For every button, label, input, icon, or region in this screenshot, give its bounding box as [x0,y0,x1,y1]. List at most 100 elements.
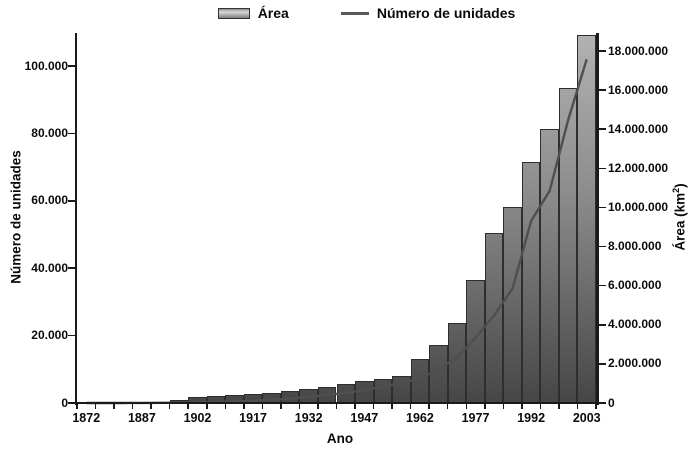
y-right-tick-mark [598,206,606,209]
bar [392,375,411,403]
y-right-tick-label: 16.000.000 [608,82,669,97]
bar [373,378,393,403]
x-tick-mark [298,404,301,409]
bar [577,35,596,403]
x-tick-mark [354,404,356,409]
axis-line-bottom [75,402,599,404]
y-left-tick-mark [68,334,75,337]
x-tick-mark [446,404,449,409]
y-right-tick-label: 14.000.000 [608,121,669,136]
bar [336,384,356,403]
y-left-tick-mark [68,402,75,404]
y-left-tick-mark [68,267,75,269]
y-right-tick-mark [598,167,606,170]
axis-line-right [596,33,599,405]
bar [410,359,430,403]
x-tick-label: 1992 [517,411,546,425]
y-right-tick-mark [598,324,606,326]
x-tick-mark [206,404,208,409]
bar [466,279,485,403]
x-tick-mark [243,404,245,409]
y-left-tick-label: 40.000 [31,260,68,275]
x-tick-mark [391,404,393,409]
x-tick-mark [150,404,152,409]
x-tick-mark [595,404,597,409]
x-tick-label: 1902 [183,411,212,425]
x-tick-mark [484,404,486,409]
y-right-tick-mark [598,128,606,130]
x-tick-mark [502,404,505,409]
bar [447,322,467,403]
bar [484,232,504,403]
y-right-tick-mark [598,50,606,52]
y-left-tick-mark [68,200,75,202]
bar [317,386,337,403]
x-tick-mark [317,404,319,409]
y-right-tick-mark [598,363,606,365]
y-left-tick-mark [68,65,75,67]
y-right-tick-mark [598,245,606,248]
x-tick-mark [335,404,338,409]
y-right-tick-label: 12.000.000 [608,160,669,175]
x-tick-mark [576,404,579,409]
x-tick-mark [168,404,171,409]
axis-line-left [75,33,77,405]
y-right-tick-mark [598,402,606,404]
x-tick-mark [187,404,189,409]
legend-item-area: Área [217,5,289,21]
x-tick-mark [558,404,560,409]
x-tick-label: 1977 [461,411,490,425]
x-tick-label: 1872 [72,411,101,425]
legend-item-unidades: Número de unidades [340,5,516,21]
x-tick-mark [409,404,412,409]
y-left-tick-mark [68,132,75,135]
x-tick-label: 1887 [127,411,156,425]
x-tick-label: 1932 [294,411,323,425]
x-tick-label: 1917 [239,411,267,425]
y-right-tick-label: 8.000.000 [608,239,662,254]
x-tick-mark [521,404,523,409]
x-tick-mark [539,404,542,409]
x-tick-mark [113,404,115,409]
x-tick-mark [261,404,264,409]
x-tick-mark [465,404,467,409]
x-tick-mark [76,404,78,409]
y-left-tick-label: 0 [61,395,68,410]
x-tick-label: 1962 [406,411,434,425]
bar [521,162,541,403]
bar [355,381,374,403]
legend-area-label: Área [257,5,289,21]
legend-unidades-label: Número de unidades [376,5,516,21]
x-tick-mark [131,404,134,409]
x-tick-mark [224,404,227,409]
y-axis-right-title: Área (km2) [670,183,688,251]
y-right-tick-label: 4.000.000 [608,317,662,332]
y-right-tick-mark [598,284,606,287]
bar [540,129,559,403]
bar [558,88,578,403]
x-tick-label: 1947 [350,411,379,425]
line-swatch-icon [340,11,369,15]
x-tick-mark [428,404,430,409]
x-tick-label: 2003 [572,411,601,425]
x-tick-mark [94,404,97,409]
y-right-tick-label: 2.000.000 [608,356,662,371]
y-right-tick-label: 10.000.000 [608,199,669,214]
bar [299,389,318,403]
y-left-tick-label: 60.000 [31,193,68,208]
x-axis-title: Ano [326,431,354,446]
y-left-tick-label: 20.000 [31,328,68,343]
y-left-tick-label: 80.000 [31,125,68,140]
y-right-tick-label: 0 [608,395,615,410]
x-tick-mark [372,404,375,409]
y-right-tick-mark [598,89,606,91]
bar [503,207,522,403]
bar [429,345,448,403]
y-right-tick-label: 18.000.000 [608,43,669,58]
y-right-tick-label: 6.000.000 [608,278,662,293]
x-tick-mark [280,404,282,409]
y-left-tick-label: 100.000 [24,58,68,73]
bar-swatch-icon [217,7,250,19]
legend: Área Número de unidades [0,5,695,21]
